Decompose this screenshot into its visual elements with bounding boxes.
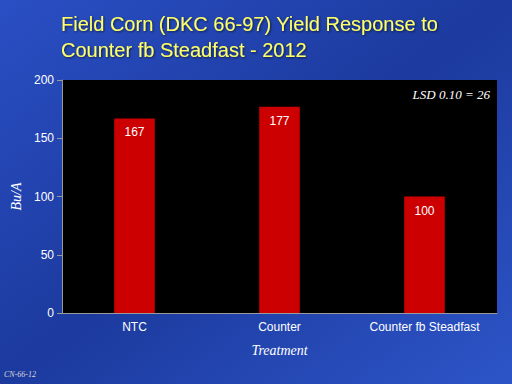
svg-text:CN-66-12: CN-66-12	[4, 370, 36, 379]
svg-text:Bu/A: Bu/A	[9, 182, 24, 210]
svg-text:200: 200	[34, 73, 54, 87]
svg-text:177: 177	[269, 114, 289, 128]
svg-text:150: 150	[34, 131, 54, 145]
svg-text:100: 100	[34, 190, 54, 204]
svg-text:50: 50	[41, 248, 55, 262]
svg-text:Counter fb Steadfast - 2012: Counter fb Steadfast - 2012	[61, 39, 307, 61]
svg-text:0: 0	[47, 306, 54, 320]
svg-text:Treatment: Treatment	[251, 343, 308, 358]
svg-text:Counter: Counter	[258, 320, 301, 334]
svg-text:100: 100	[414, 204, 434, 218]
svg-text:Field Corn (DKC 66-97) Yield R: Field Corn (DKC 66-97) Yield Response to	[61, 13, 443, 35]
svg-text:167: 167	[124, 125, 144, 139]
svg-text:LSD 0.10 = 26: LSD 0.10 = 26	[412, 87, 491, 102]
svg-text:NTC: NTC	[122, 320, 147, 334]
svg-text:Counter fb Steadfast: Counter fb Steadfast	[369, 320, 480, 334]
